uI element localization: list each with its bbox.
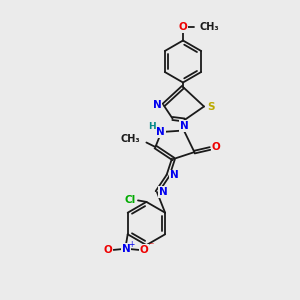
Text: S: S: [207, 101, 214, 112]
Text: +: +: [128, 240, 134, 249]
Text: CH₃: CH₃: [120, 134, 140, 145]
Text: N: N: [180, 121, 189, 131]
Text: N: N: [156, 127, 165, 137]
Text: N: N: [159, 187, 168, 197]
Text: O: O: [212, 142, 220, 152]
Text: O: O: [178, 22, 188, 32]
Text: Cl: Cl: [124, 195, 136, 205]
Text: N: N: [152, 100, 161, 110]
Text: O: O: [104, 245, 112, 255]
Text: H: H: [148, 122, 156, 131]
Text: CH₃: CH₃: [200, 22, 219, 32]
Text: ⁻: ⁻: [148, 241, 154, 251]
Text: N: N: [122, 244, 130, 254]
Text: O: O: [140, 245, 148, 255]
Text: N: N: [170, 170, 179, 181]
